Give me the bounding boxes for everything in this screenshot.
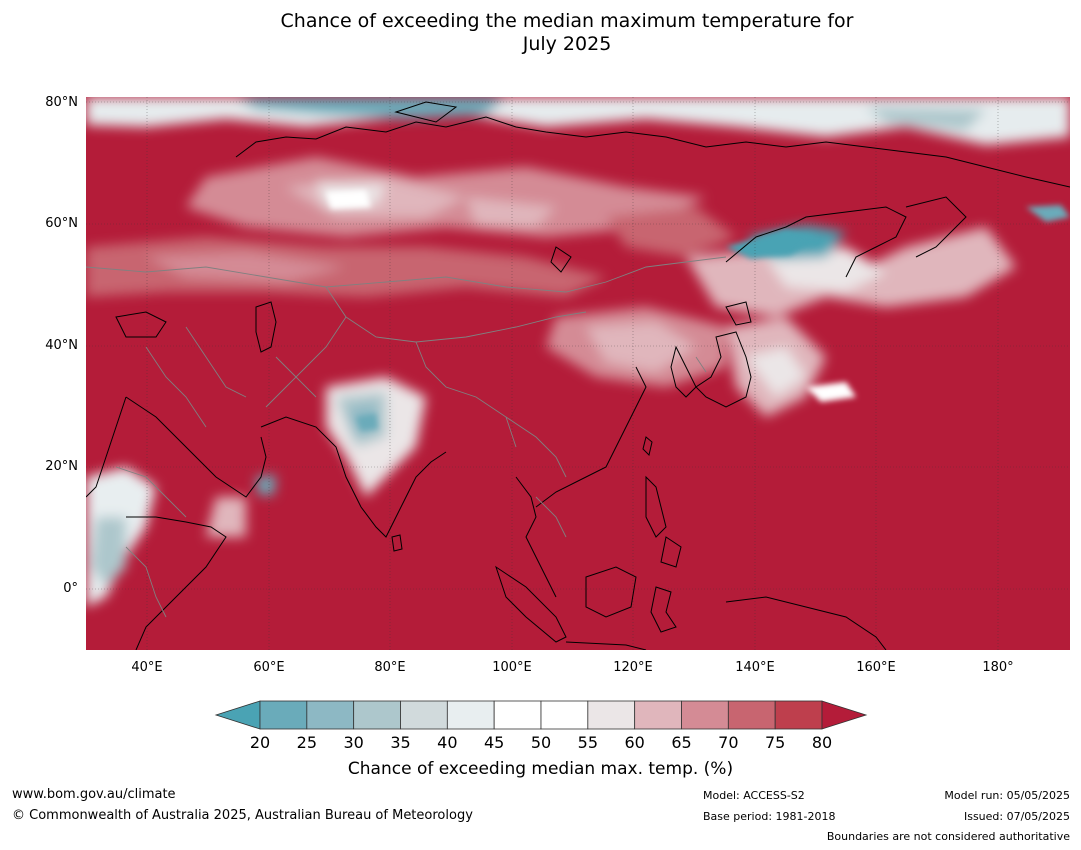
- legend-tick-label: 45: [483, 733, 505, 752]
- legend-tick-label: 80: [811, 733, 833, 752]
- legend-segment: [681, 700, 729, 730]
- lon-label-40e: 40°E: [131, 660, 163, 675]
- legend-segment: [587, 700, 636, 730]
- legend-tick-label: 35: [390, 733, 411, 752]
- legend-segment: [540, 700, 589, 730]
- legend-label-text: Chance of exceeding median max. temp. (%…: [347, 759, 734, 779]
- lat-label-20n: 20°N: [45, 459, 78, 474]
- legend-segment: [259, 700, 308, 730]
- legend-segment: [774, 700, 823, 730]
- lon-label-60e: 60°E: [253, 660, 285, 675]
- lon-label-120e: 120°E: [613, 660, 653, 675]
- model-run-text: Model run: 05/05/2025: [944, 789, 1070, 802]
- disclaimer-text: Boundaries are not considered authoritat…: [826, 830, 1070, 843]
- legend-tick-label: 70: [718, 733, 739, 752]
- legend-segment: [446, 700, 495, 730]
- legend-tick-label: 55: [577, 733, 599, 752]
- legend-tick-label: 75: [764, 733, 786, 752]
- lat-label-40n: 40°N: [45, 338, 78, 353]
- title-line-1: Chance of exceeding the median maximum t…: [280, 10, 854, 32]
- coastlines: [86, 101, 1070, 650]
- map-title: Chance of exceeding the median maximum t…: [0, 10, 1081, 56]
- legend-tick-label: 50: [530, 733, 552, 752]
- lon-label-100e: 100°E: [492, 660, 532, 675]
- lat-label-80n: 80°N: [45, 95, 78, 110]
- graticule: [86, 97, 1070, 650]
- legend-segment: [634, 700, 682, 730]
- title-line-2: July 2025: [522, 33, 612, 55]
- legend-colorbar: [214, 700, 868, 730]
- legend-tick-label: 40: [437, 733, 458, 752]
- legend-label: Chance of exceeding median max. temp. (%…: [0, 759, 1081, 779]
- legend-segment: [727, 700, 776, 730]
- country-boundaries: [86, 256, 727, 618]
- probability-field: [86, 97, 1070, 607]
- legend-tick-label: 65: [671, 733, 692, 752]
- lat-label-0: 0°: [63, 581, 78, 596]
- legend-tick-label: 60: [624, 733, 645, 752]
- lon-label-80e: 80°E: [374, 660, 406, 675]
- lon-label-180: 180°: [982, 660, 1014, 675]
- lon-label-140e: 140°E: [735, 660, 775, 675]
- map-canvas: [86, 97, 1070, 650]
- legend-segment: [493, 700, 542, 730]
- lat-label-60n: 60°N: [45, 216, 78, 231]
- lon-label-160e: 160°E: [856, 660, 896, 675]
- legend-tick-label: 30: [343, 733, 364, 752]
- issued-text: Issued: 07/05/2025: [963, 810, 1070, 823]
- model-text: Model: ACCESS-S2: [703, 789, 805, 802]
- forecast-map: [86, 97, 1070, 650]
- legend-extend-low: [214, 700, 261, 730]
- legend-segment: [353, 700, 401, 730]
- base-period-text: Base period: 1981-2018: [703, 810, 836, 823]
- legend-segment: [400, 700, 448, 730]
- website-link[interactable]: www.bom.gov.au/climate: [12, 787, 176, 802]
- color-legend: [214, 700, 868, 736]
- legend-tick-label: 20: [249, 733, 271, 752]
- copyright-text: © Commonwealth of Australia 2025, Austra…: [12, 808, 473, 823]
- legend-tick-label: 25: [296, 733, 318, 752]
- legend-extend-high: [821, 700, 868, 730]
- legend-segment: [306, 700, 355, 730]
- probability-detail: [326, 190, 1070, 431]
